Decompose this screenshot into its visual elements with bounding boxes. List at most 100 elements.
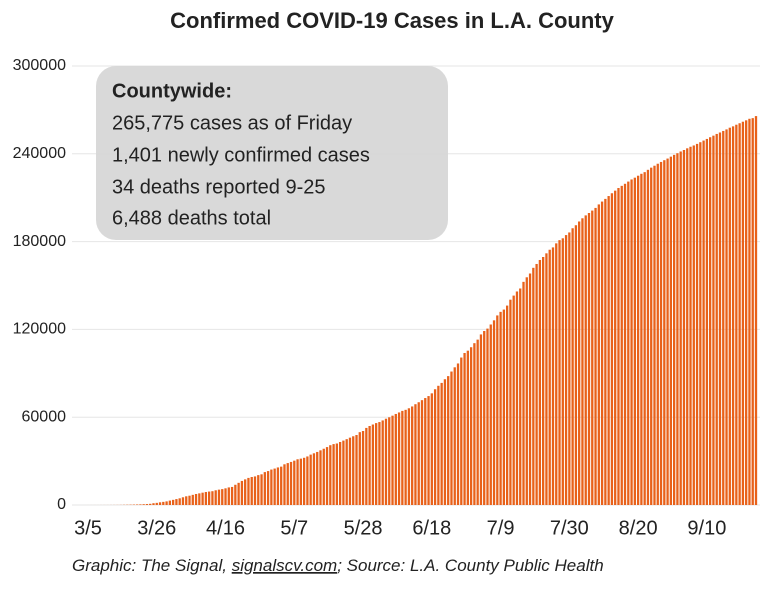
- bar: [358, 432, 361, 505]
- bar: [309, 454, 312, 505]
- bar: [250, 477, 253, 505]
- bar: [597, 204, 600, 506]
- bar: [234, 484, 237, 505]
- annotation-line: 6,488 deaths total: [112, 207, 271, 229]
- bar: [610, 193, 614, 505]
- bar: [614, 190, 617, 505]
- annotation-line: 34 deaths reported 9-25: [112, 176, 326, 198]
- bar: [499, 311, 502, 505]
- bar: [276, 467, 280, 505]
- bar: [515, 291, 519, 505]
- annotation-line: 1,401 newly confirmed cases: [112, 144, 370, 166]
- bar: [178, 498, 181, 505]
- bar: [659, 161, 663, 506]
- annotation-title: Countywide:: [112, 80, 232, 102]
- source-text: ; Source: L.A. County Public Health: [337, 556, 603, 575]
- bar: [712, 135, 715, 505]
- bar: [283, 464, 286, 505]
- bar: [352, 436, 355, 505]
- bar: [666, 158, 669, 505]
- bar: [348, 437, 352, 505]
- bar: [492, 320, 496, 505]
- bar: [519, 288, 522, 505]
- bar: [558, 240, 561, 505]
- bar: [745, 120, 748, 506]
- bar: [650, 167, 653, 505]
- y-tick-label: 240000: [13, 145, 66, 162]
- chart-title: Confirmed COVID-19 Cases in L.A. County: [170, 8, 614, 33]
- bar: [378, 422, 381, 505]
- bar: [198, 493, 201, 505]
- y-tick-label: 0: [57, 496, 66, 513]
- bar: [620, 185, 623, 506]
- bar: [689, 146, 692, 505]
- bar: [571, 228, 574, 505]
- bar: [230, 486, 234, 505]
- bar: [208, 491, 211, 505]
- source-link[interactable]: signalscv.com: [232, 556, 338, 575]
- bar: [682, 149, 686, 505]
- bar: [600, 201, 604, 506]
- bar: [643, 172, 646, 505]
- bar: [578, 221, 581, 505]
- x-tick-label: 5/7: [280, 517, 308, 539]
- bar: [155, 502, 158, 505]
- bar: [384, 418, 388, 505]
- bar: [145, 504, 149, 505]
- bar: [427, 396, 430, 505]
- bar: [486, 328, 489, 505]
- bar: [404, 409, 407, 505]
- bar: [443, 379, 447, 505]
- bar: [296, 459, 299, 505]
- bar: [302, 457, 306, 505]
- bar: [502, 309, 506, 505]
- bar: [365, 427, 368, 505]
- bar: [325, 447, 329, 505]
- bar: [581, 218, 584, 505]
- bar: [240, 480, 244, 505]
- bar: [466, 350, 469, 505]
- x-tick-label: 7/30: [550, 517, 589, 539]
- bar: [165, 501, 168, 505]
- bar: [646, 169, 650, 506]
- bar: [185, 496, 188, 505]
- y-tick-label: 60000: [22, 408, 67, 425]
- bar: [535, 263, 538, 505]
- bar: [528, 273, 532, 505]
- bar: [139, 504, 142, 505]
- bar: [162, 501, 165, 505]
- bar: [587, 213, 591, 505]
- bar: [722, 130, 725, 505]
- bar: [718, 132, 722, 505]
- bar: [640, 173, 643, 505]
- bar: [754, 116, 758, 505]
- bar: [260, 474, 263, 505]
- bar: [221, 489, 224, 505]
- bar: [257, 475, 260, 505]
- bar: [273, 468, 276, 505]
- bar: [542, 257, 545, 505]
- bar: [594, 207, 597, 505]
- annotation-line: 265,775 cases as of Friday: [112, 112, 352, 134]
- bar: [705, 138, 709, 505]
- bar: [381, 420, 384, 505]
- bar: [669, 156, 673, 505]
- bar: [388, 417, 391, 505]
- bar: [394, 413, 397, 505]
- bar: [244, 479, 247, 505]
- bar: [512, 295, 515, 505]
- bar: [741, 121, 745, 505]
- bar: [237, 482, 240, 505]
- bar: [663, 160, 666, 505]
- source: Graphic: The Signal, signalscv.com; Sour…: [72, 556, 604, 575]
- bar: [407, 408, 411, 505]
- bar: [702, 140, 705, 505]
- bar: [604, 198, 607, 505]
- bars: [86, 116, 758, 506]
- bar: [217, 489, 221, 505]
- bar: [463, 352, 466, 505]
- bar: [253, 476, 257, 505]
- bar: [551, 247, 555, 506]
- bar: [735, 124, 738, 506]
